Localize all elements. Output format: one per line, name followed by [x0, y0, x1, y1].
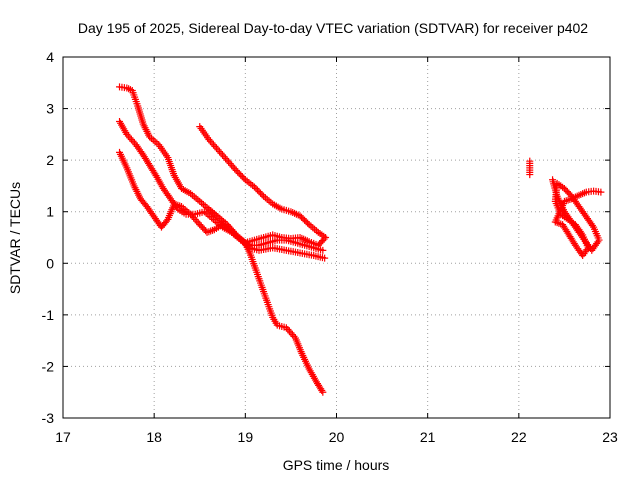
- data-point-marker: [193, 217, 201, 225]
- data-point-marker: [217, 149, 225, 157]
- x-tick-label: 21: [420, 429, 436, 445]
- data-point-marker: [187, 210, 195, 218]
- data-point-marker: [319, 246, 327, 254]
- data-point-marker: [127, 136, 135, 144]
- data-point-marker: [226, 160, 234, 168]
- grid: [63, 57, 610, 418]
- x-tick-label: 19: [238, 429, 254, 445]
- data-point-marker: [231, 165, 239, 173]
- data-point-marker: [229, 227, 237, 235]
- data-point-marker: [232, 231, 240, 239]
- data-point-marker: [319, 388, 327, 396]
- data-point-marker: [151, 170, 159, 178]
- data-point-marker: [194, 219, 202, 227]
- x-tick-label: 17: [55, 429, 71, 445]
- data-point-marker: [252, 185, 260, 193]
- data-point-marker: [208, 139, 216, 147]
- data-point-marker: [229, 163, 237, 171]
- data-point-marker: [597, 188, 605, 196]
- data-point-marker: [220, 153, 228, 161]
- data-point-marker: [219, 151, 227, 159]
- y-axis-label: SDTVAR / TECUs: [7, 182, 23, 294]
- y-tick-label: -3: [42, 410, 55, 426]
- data-point-marker: [250, 183, 258, 191]
- y-tick-label: 0: [46, 255, 54, 271]
- data-point-marker: [216, 148, 224, 156]
- axis-ticks: [62, 56, 611, 419]
- data-point-marker: [284, 325, 292, 333]
- chart-title: Day 195 of 2025, Sidereal Day-to-day VTE…: [78, 20, 588, 36]
- data-point-marker: [321, 254, 329, 262]
- data-point-marker: [316, 240, 324, 248]
- x-tick-label: 18: [146, 429, 162, 445]
- data-point-marker: [129, 137, 137, 145]
- data-point-marker: [238, 173, 246, 181]
- data-point-marker: [255, 188, 263, 196]
- data-point-marker: [240, 174, 248, 182]
- x-tick-label: 23: [602, 429, 618, 445]
- data-point-marker: [206, 137, 214, 145]
- data-point-marker: [226, 224, 234, 232]
- y-tick-label: -2: [42, 358, 55, 374]
- data-point-marker: [231, 229, 239, 237]
- data-point-marker: [205, 136, 213, 144]
- data-point-marker: [191, 215, 199, 223]
- data-point-marker: [225, 222, 233, 230]
- data-point-marker: [234, 168, 242, 176]
- x-tick-labels: 17 18 19 20 21 22 23: [55, 429, 618, 445]
- data-point-marker: [205, 205, 213, 213]
- data-point-marker: [225, 158, 233, 166]
- data-point-marker: [257, 189, 265, 197]
- data-point-marker: [290, 332, 298, 340]
- y-tick-label: 4: [46, 49, 54, 65]
- data-point-marker: [209, 141, 217, 149]
- data-point-marker: [318, 386, 326, 394]
- data-point-marker: [287, 329, 295, 337]
- y-tick-label: -1: [42, 307, 55, 323]
- data-point-marker: [258, 191, 266, 199]
- data-series: [116, 83, 605, 396]
- data-point-marker: [232, 166, 240, 174]
- x-axis-label: GPS time / hours: [283, 457, 390, 473]
- data-point-marker: [282, 324, 290, 332]
- data-point-marker: [577, 229, 585, 237]
- data-point-marker: [223, 156, 231, 164]
- data-point-marker: [188, 212, 196, 220]
- data-point-marker: [123, 130, 131, 138]
- y-tick-label: 3: [46, 101, 54, 117]
- data-point-marker: [288, 331, 296, 339]
- data-point-marker: [222, 154, 230, 162]
- data-point-marker: [228, 226, 236, 234]
- data-point-marker: [237, 171, 245, 179]
- series-track-c: [116, 148, 329, 262]
- data-point-marker: [212, 144, 220, 152]
- data-point-marker: [235, 170, 243, 178]
- data-point-marker: [211, 142, 219, 150]
- data-point-marker: [304, 219, 312, 227]
- data-point-marker: [253, 186, 261, 194]
- data-point-marker: [190, 214, 198, 222]
- series-track-d: [196, 123, 330, 249]
- series-track-f: [549, 176, 605, 260]
- data-point-marker: [126, 134, 134, 142]
- data-point-marker: [214, 146, 222, 154]
- y-tick-label: 1: [46, 204, 54, 220]
- data-point-marker: [124, 132, 132, 140]
- y-tick-label: 2: [46, 152, 54, 168]
- x-tick-label: 20: [329, 429, 345, 445]
- x-tick-label: 22: [511, 429, 527, 445]
- data-point-marker: [526, 171, 534, 179]
- y-tick-labels: -3 -2 -1 0 1 2 3 4: [42, 49, 55, 426]
- data-point-marker: [285, 327, 293, 335]
- data-point-marker: [228, 161, 236, 169]
- series-track-e: [526, 157, 534, 179]
